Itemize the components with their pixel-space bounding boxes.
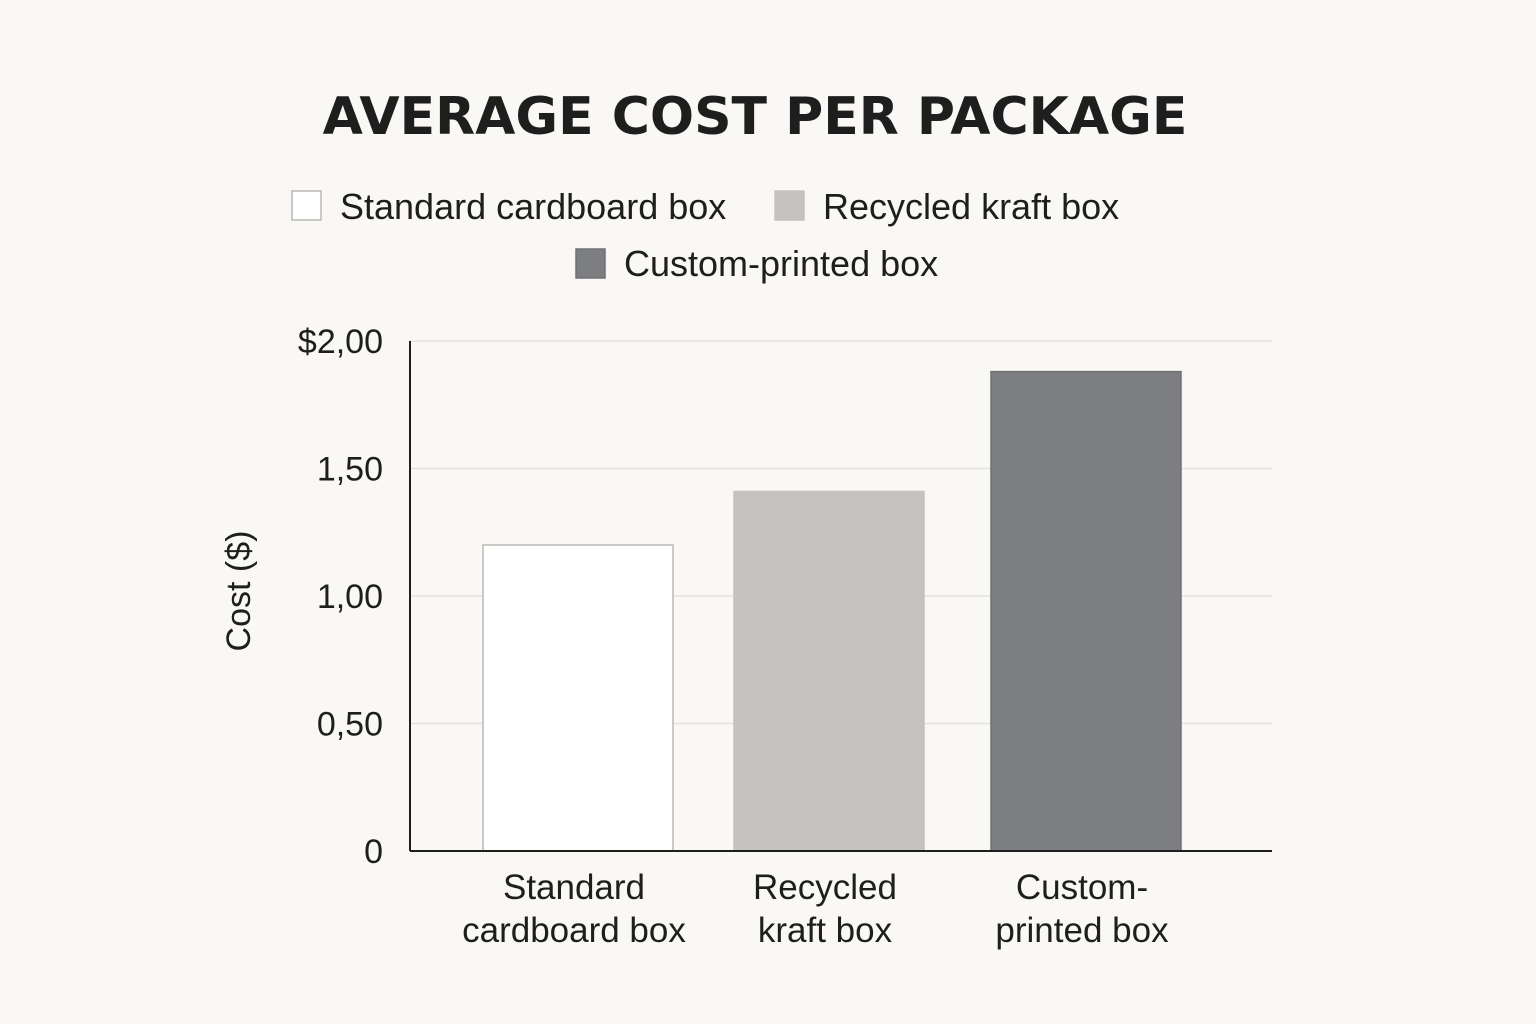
x-category-label: Custom-printed box <box>995 868 1169 950</box>
legend-item-standard: Standard cardboard box <box>291 186 726 227</box>
x-category-label-line: Custom- <box>1016 868 1148 907</box>
x-category-label-line: printed box <box>995 911 1169 950</box>
y-tick-label: 0,50 <box>317 706 383 744</box>
legend-swatch-standard <box>291 190 322 221</box>
x-category-label: Standard cardboard box <box>462 868 686 950</box>
chart-title: AVERAGE COST PER PACKAGE <box>323 87 1188 147</box>
bar-custom <box>990 370 1182 852</box>
x-category-label-line: cardboard box <box>462 911 686 950</box>
legend-item-custom: Custom-printed box <box>575 243 938 284</box>
y-tick-label: 1,50 <box>317 451 383 489</box>
x-category-label-line: kraft box <box>758 911 893 950</box>
x-category-label-line: Recycled <box>753 868 897 907</box>
legend-item-recycled: Recycled kraft box <box>774 186 1119 227</box>
axes <box>409 341 1272 852</box>
legend: Standard cardboard box Recycled kraft bo… <box>291 186 1119 284</box>
legend-label-recycled: Recycled kraft box <box>823 186 1119 227</box>
y-tick-label: 1,00 <box>317 578 383 616</box>
y-tick-label: 0 <box>364 833 383 871</box>
legend-label-custom: Custom-printed box <box>624 243 938 284</box>
x-category-label-line: Standard <box>503 868 645 907</box>
x-category-label: Recycled kraft box <box>753 868 897 950</box>
y-tick-labels: 0 0,50 1,00 1,50 $2,00 <box>298 323 383 871</box>
y-tick-label: $2,00 <box>298 323 383 361</box>
bars <box>482 370 1182 852</box>
legend-label-standard: Standard cardboard box <box>340 186 726 227</box>
bar-recycled <box>733 490 925 852</box>
legend-swatch-custom <box>575 248 606 279</box>
bar-standard <box>482 544 674 852</box>
x-category-labels: Standard cardboard box Recycled kraft box Cu… <box>462 868 1169 950</box>
y-axis-label: Cost ($) <box>220 531 258 652</box>
legend-swatch-recycled <box>774 190 805 221</box>
